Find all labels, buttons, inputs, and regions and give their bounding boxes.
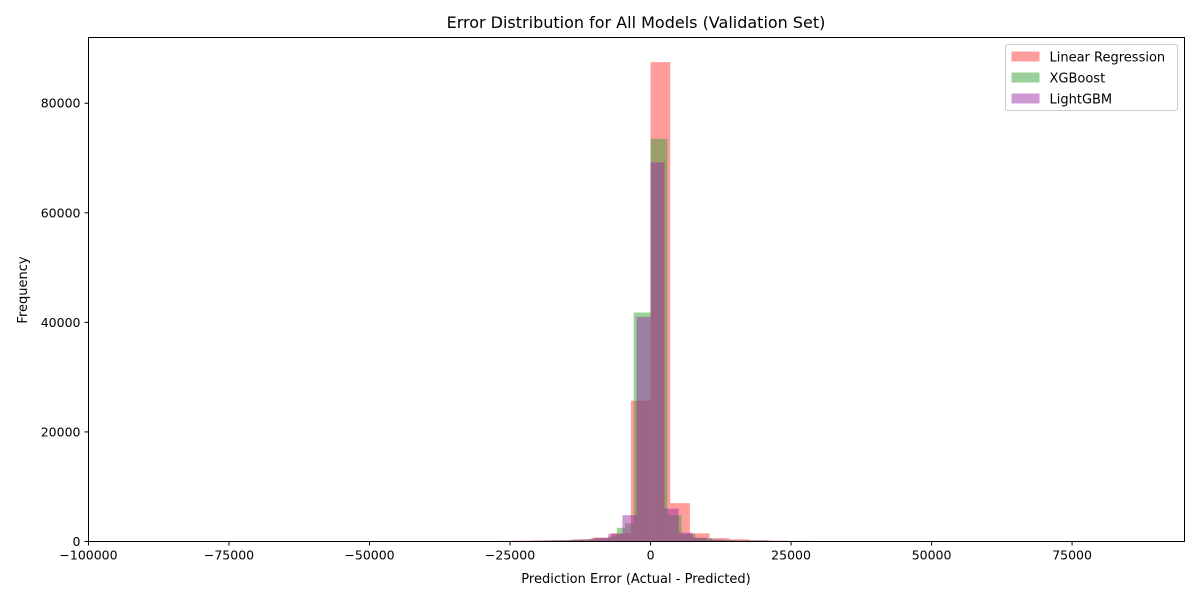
- x-tick-label: −100000: [59, 548, 117, 563]
- x-tick-label: −75000: [204, 548, 254, 563]
- x-axis: −100000 −75000 −50000 −25000 0 25000 50000 7500…: [59, 541, 1092, 563]
- y-tick-label: 20000: [41, 424, 81, 439]
- histogram-bar: [650, 162, 665, 542]
- legend-swatch: [1011, 51, 1040, 62]
- chart-title: Error Distribution for All Models (Valid…: [447, 13, 826, 32]
- legend-swatch: [1011, 72, 1040, 83]
- histogram-bar: [594, 537, 609, 542]
- legend-box: [1005, 44, 1178, 111]
- histogram-bars: [493, 62, 814, 542]
- x-tick-label: −50000: [344, 548, 394, 563]
- histogram-bar: [622, 515, 637, 542]
- legend-label: XGBoost: [1050, 72, 1106, 87]
- x-tick-label: 25000: [771, 548, 811, 563]
- histogram-bar: [577, 539, 595, 542]
- histogram-bar: [692, 537, 707, 542]
- histogram-bar: [636, 316, 651, 542]
- x-tick-label: 50000: [912, 548, 952, 563]
- x-axis-label: Prediction Error (Actual - Predicted): [521, 572, 750, 587]
- histogram-bar: [678, 532, 693, 542]
- histogram-bar: [689, 533, 710, 542]
- y-axis-label: Frequency: [16, 256, 31, 323]
- series-lightgbm: [526, 162, 808, 542]
- legend-swatch: [1011, 93, 1040, 104]
- y-tick-label: 80000: [41, 96, 81, 111]
- y-tick-label: 0: [73, 534, 81, 549]
- legend-label: Linear Regression: [1050, 51, 1166, 66]
- histogram-bar: [664, 508, 679, 542]
- y-axis: 0 20000 40000 60000 80000: [41, 96, 89, 549]
- y-tick-label: 40000: [41, 315, 81, 330]
- x-tick-label: 75000: [1052, 548, 1092, 563]
- histogram-bar: [608, 533, 623, 542]
- histogram-bar: [706, 539, 724, 542]
- legend: Linear Regression XGBoost LightGBM: [1005, 44, 1178, 111]
- histogram-bar: [560, 540, 578, 542]
- histogram-bar: [723, 540, 741, 542]
- y-tick-label: 60000: [41, 205, 81, 220]
- x-tick-label: 0: [647, 548, 655, 563]
- plot-frame: [88, 37, 1185, 542]
- x-tick-label: −25000: [485, 548, 535, 563]
- legend-label: LightGBM: [1050, 93, 1113, 108]
